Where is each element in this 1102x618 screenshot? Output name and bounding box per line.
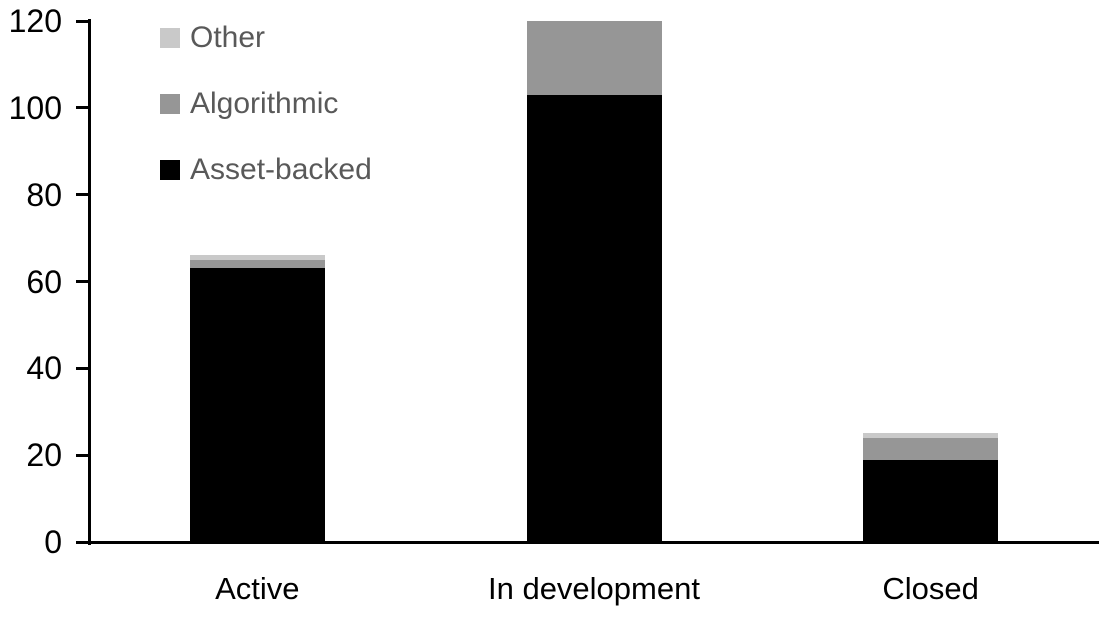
- y-axis-tick-label: 120: [8, 3, 62, 39]
- y-axis-tick-label: 80: [26, 176, 62, 213]
- y-axis-tick-label: 60: [26, 263, 62, 300]
- bar-segment-other: [189, 255, 325, 260]
- y-axis-tick: [76, 540, 89, 544]
- x-axis-category-label: In development: [487, 571, 700, 606]
- bar-segment-asset-backed: [863, 459, 999, 542]
- y-axis-tick: [76, 106, 89, 110]
- y-axis-tick: [76, 193, 89, 197]
- y-axis-tick: [76, 19, 89, 23]
- y-axis-tick-label: 0: [44, 524, 62, 560]
- y-axis-tick: [76, 366, 89, 370]
- bar-segment-asset-backed: [526, 94, 662, 542]
- legend-label: Algorithmic: [190, 87, 339, 120]
- legend-swatch-icon: [160, 28, 180, 48]
- bar-closed: [863, 433, 999, 542]
- y-axis-tick-label: 20: [26, 437, 62, 474]
- x-axis-line: [88, 541, 1099, 544]
- legend-label: Asset-backed: [190, 153, 372, 186]
- legend-label: Other: [190, 21, 266, 54]
- y-axis-line: [88, 19, 91, 545]
- x-axis-category-label: Closed: [882, 571, 979, 606]
- legend-item-asset-backed: Asset-backed: [160, 153, 372, 187]
- legend-swatch-icon: [160, 160, 180, 180]
- bar-segment-algorithmic: [526, 21, 662, 95]
- x-axis-category-label: Active: [215, 571, 300, 606]
- legend-swatch-icon: [160, 94, 180, 114]
- y-axis-tick-label: 40: [26, 350, 62, 387]
- y-axis-tick-label: 100: [8, 89, 62, 126]
- legend-item-other: Other: [160, 21, 265, 55]
- legend-item-algorithmic: Algorithmic: [160, 87, 338, 121]
- bar-in-development: [526, 21, 662, 542]
- y-axis-tick: [76, 280, 89, 283]
- bar-segment-other: [863, 433, 999, 438]
- y-axis-tick: [76, 453, 89, 457]
- bar-segment-algorithmic: [189, 259, 325, 269]
- bar-segment-asset-backed: [189, 268, 325, 542]
- bar-active: [189, 255, 325, 542]
- bar-segment-algorithmic: [863, 437, 999, 460]
